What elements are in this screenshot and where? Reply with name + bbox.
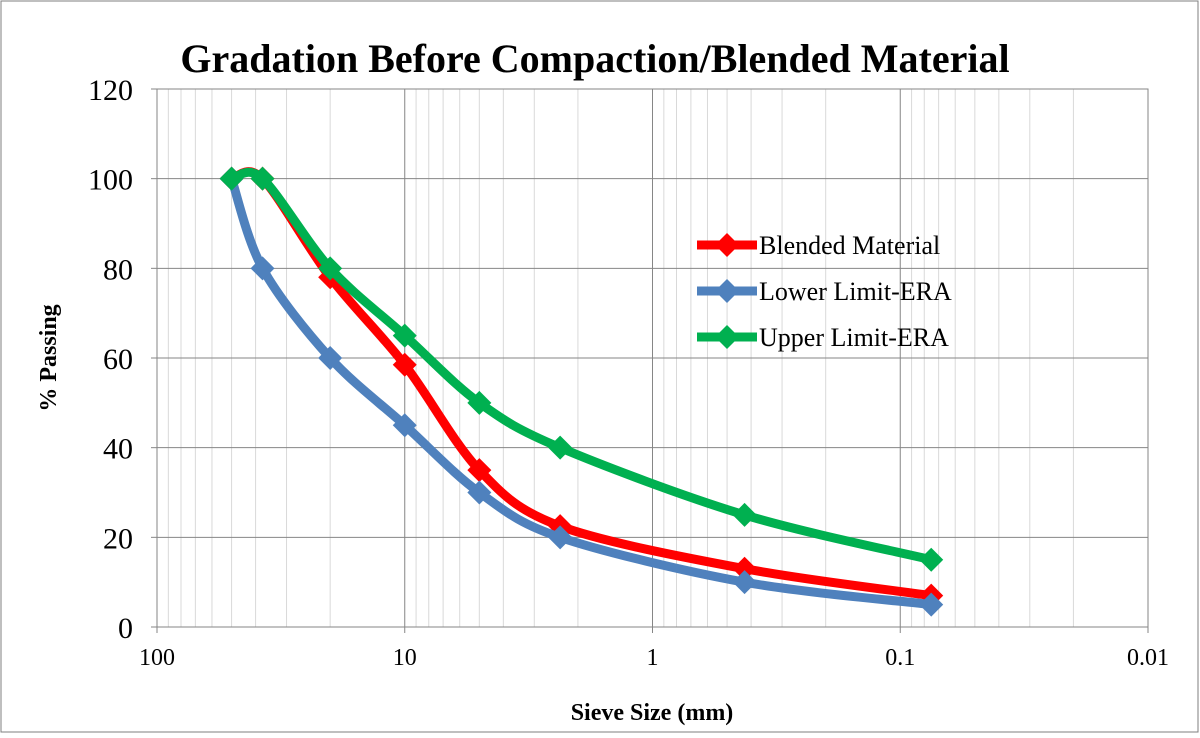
data-point-marker xyxy=(467,390,492,415)
chart-title: Gradation Before Compaction/Blended Mate… xyxy=(180,36,1009,81)
legend-entry: Upper Limit-ERA xyxy=(697,323,949,352)
legend-label: Lower Limit-ERA xyxy=(759,277,952,306)
data-point-marker xyxy=(732,502,757,527)
y-tick-label: 120 xyxy=(88,74,133,107)
x-tick-label: 0.01 xyxy=(1127,645,1169,671)
y-tick-label: 80 xyxy=(103,253,133,286)
y-tick-label: 100 xyxy=(88,164,133,197)
y-tick-label: 20 xyxy=(103,522,133,555)
data-point-marker xyxy=(548,435,573,460)
x-tick-label: 100 xyxy=(139,645,175,671)
legend-entry: Blended Material xyxy=(697,231,940,260)
x-tick-label: 1 xyxy=(647,645,659,671)
y-axis-label: % Passing xyxy=(36,304,62,411)
legend-label: Upper Limit-ERA xyxy=(759,323,949,352)
data-point-marker xyxy=(318,346,343,370)
y-tick-label: 60 xyxy=(103,343,133,376)
legend: Blended Material Lower Limit-ERA Upper Lim… xyxy=(697,231,952,352)
data-point-marker xyxy=(219,166,244,191)
data-point-marker xyxy=(392,323,417,348)
data-point-marker xyxy=(548,525,573,550)
data-point-marker xyxy=(919,547,944,572)
data-point-marker xyxy=(467,480,492,505)
data-point-marker xyxy=(467,458,492,483)
data-point-marker xyxy=(250,166,275,191)
legend-swatch-marker xyxy=(715,279,739,303)
y-tick-label: 40 xyxy=(103,433,133,466)
legend-swatch-marker xyxy=(715,233,739,257)
legend-entry: Lower Limit-ERA xyxy=(697,277,952,306)
data-point-marker xyxy=(919,592,944,617)
axes: 0 20 40 60 80 100 120 100 10 1 0.1 0.01 xyxy=(88,74,1169,671)
series-2 xyxy=(219,166,944,572)
data-point-marker xyxy=(392,352,417,377)
y-tick-label: 0 xyxy=(118,612,133,645)
legend-label: Blended Material xyxy=(759,231,940,260)
data-point-marker xyxy=(250,256,275,281)
data-point-marker xyxy=(732,556,757,581)
legend-swatch-marker xyxy=(715,325,739,349)
data-point-marker xyxy=(392,413,417,438)
x-tick-label: 0.1 xyxy=(885,645,915,671)
x-axis-label: Sieve Size (mm) xyxy=(571,700,734,726)
series xyxy=(219,166,944,617)
x-tick-label: 10 xyxy=(393,645,417,671)
data-point-marker xyxy=(318,256,343,281)
data-point-marker xyxy=(732,570,757,595)
